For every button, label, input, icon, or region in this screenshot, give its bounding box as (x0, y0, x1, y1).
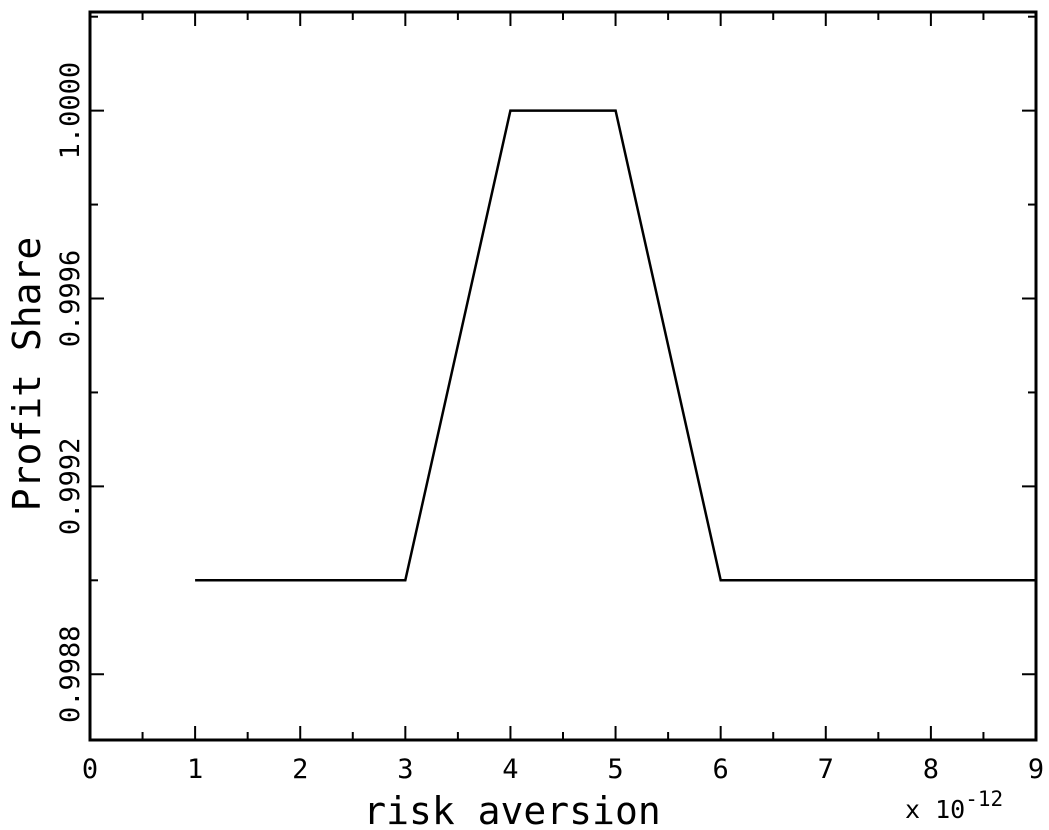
y-tick-label: 0.9992 (55, 438, 86, 536)
x-exponent-label: x 10-12 (905, 787, 1003, 824)
x-tick-label: 3 (397, 754, 413, 785)
y-tick-labels: 0.9988 0.9992 0.9996 1.0000 (55, 62, 86, 723)
x-tick-label: 2 (292, 754, 308, 785)
x-tick-label: 9 (1028, 754, 1044, 785)
x-exponent-base: x 10 (905, 795, 965, 824)
y-tick-label: 0.9988 (55, 625, 86, 723)
x-tick-label: 6 (713, 754, 729, 785)
x-tick-labels: 0 1 2 3 4 5 6 7 8 9 (82, 754, 1044, 785)
x-tick-label: 5 (607, 754, 623, 785)
y-axis-title: Profit Share (5, 237, 49, 512)
series-line (195, 109, 1036, 582)
x-axis-title: risk aversion (363, 789, 660, 830)
x-tick-label: 8 (923, 754, 939, 785)
y-tick-label: 1.0000 (55, 62, 86, 160)
x-exponent-power: -12 (965, 787, 1003, 811)
x-tick-label: 1 (187, 754, 203, 785)
axis-ticks (89, 12, 1037, 740)
x-tick-label: 0 (82, 754, 98, 785)
x-tick-label: 4 (502, 754, 518, 785)
y-tick-label: 0.9996 (55, 250, 86, 348)
x-tick-label: 7 (818, 754, 834, 785)
plot-frame (88, 10, 1038, 742)
